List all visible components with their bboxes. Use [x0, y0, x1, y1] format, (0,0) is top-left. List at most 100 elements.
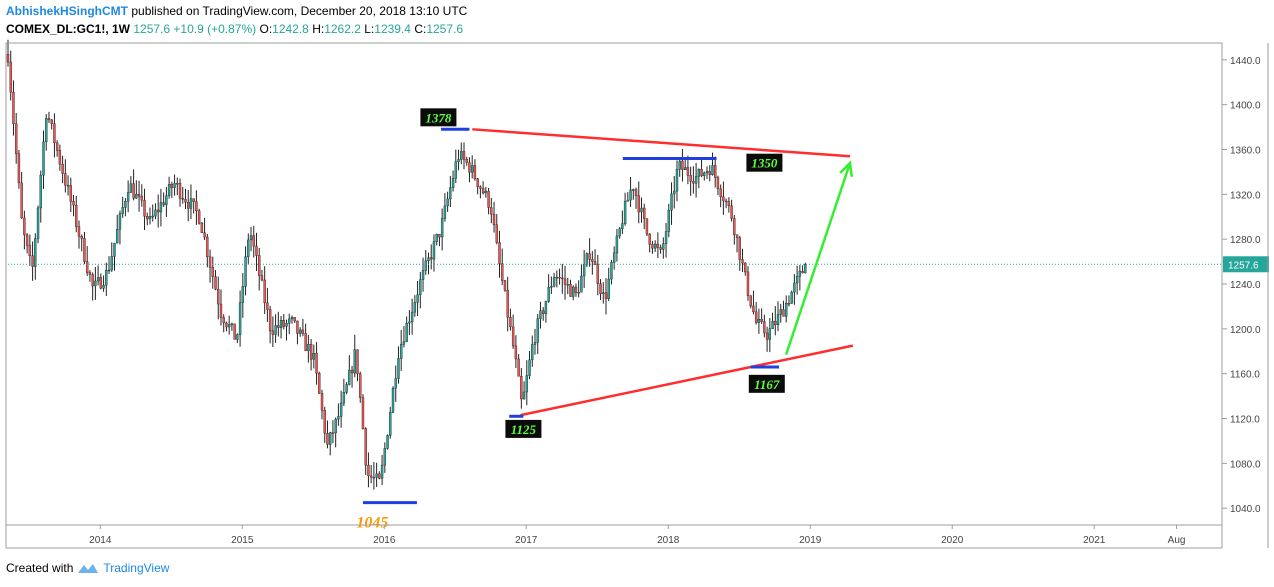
y-tick-label: 1240.0: [1230, 280, 1261, 291]
candle-body: [416, 294, 419, 303]
x-tick-label: 2016: [373, 535, 396, 546]
candle-body: [563, 278, 567, 285]
tradingview-brand[interactable]: TradingView: [103, 561, 170, 575]
candle-body: [39, 174, 42, 209]
candle-body: [255, 245, 258, 256]
candle-body: [662, 243, 665, 250]
candle-body: [236, 334, 239, 340]
candle-body: [197, 210, 201, 224]
candle-body: [271, 330, 275, 335]
candle-body: [394, 378, 397, 389]
symbol-label[interactable]: COMEX_DL:GC1!, 1W: [6, 22, 131, 36]
candle-body: [435, 234, 438, 242]
candle-body: [555, 276, 559, 279]
candle-body: [312, 352, 316, 360]
candle-body: [66, 185, 70, 187]
candle-body: [716, 177, 720, 190]
candle-body: [757, 319, 761, 323]
candle-body: [178, 183, 182, 199]
candle-body: [386, 435, 389, 449]
annotation-box: [505, 419, 542, 438]
candle-body: [752, 305, 755, 313]
candle-body: [378, 473, 381, 479]
candle-body: [703, 172, 706, 176]
candle-body: [58, 150, 62, 165]
candle-body: [288, 318, 291, 324]
x-tick-label: 2014: [89, 535, 112, 546]
candle-body: [348, 369, 351, 385]
candle-body: [473, 165, 477, 179]
candle-body: [64, 173, 67, 186]
candle-body: [331, 432, 335, 434]
candle-body: [9, 61, 12, 93]
candle-body: [208, 256, 212, 268]
author-link[interactable]: AbhishekHSinghCMT: [6, 4, 128, 18]
candle-body: [61, 163, 64, 174]
last-price-tag-label: 1257.6: [1228, 260, 1259, 271]
candle-body: [126, 192, 130, 202]
candle-body: [744, 262, 747, 273]
candle-body: [462, 151, 466, 160]
x-tick-label: 2020: [941, 535, 964, 546]
candle-body: [118, 213, 122, 230]
candle-body: [708, 171, 711, 176]
candle-body: [293, 317, 296, 322]
candle-body: [211, 266, 214, 277]
candle-body: [591, 259, 594, 262]
candle-body: [88, 272, 92, 275]
candle-body: [176, 183, 179, 185]
candle-body: [793, 282, 796, 293]
candle-body: [432, 241, 436, 260]
low-value: 1239.4: [374, 22, 411, 36]
candle-body: [651, 244, 654, 249]
x-tick-label: 2015: [231, 535, 254, 546]
candle-body: [446, 198, 449, 207]
candle-body: [498, 242, 501, 264]
candle-body: [285, 323, 288, 327]
candle-body: [632, 189, 635, 191]
candle-body: [495, 224, 498, 243]
chart-axes: 1040.0 1080.0 1120.0 1160.0 1200.0 1240.0 1280…: [5, 42, 1269, 549]
candle-body: [230, 323, 234, 326]
y-tick-label: 1200.0: [1230, 325, 1261, 336]
candle-body: [334, 418, 337, 434]
candle-body: [541, 310, 545, 314]
candle-body: [552, 277, 556, 287]
candle-body: [260, 275, 264, 281]
candle-body: [72, 201, 75, 206]
candle-body: [694, 176, 698, 184]
candle-body: [618, 228, 621, 237]
candle-body: [484, 190, 488, 194]
candle-body: [449, 187, 452, 200]
candle-body: [577, 292, 580, 294]
candle-body: [129, 183, 133, 193]
candle-body: [607, 278, 610, 299]
candle-body: [629, 189, 632, 201]
candle-body: [640, 207, 643, 213]
candles: [6, 39, 807, 490]
candle-body: [735, 234, 739, 238]
candle-body: [501, 263, 504, 281]
last-price-tag: [1223, 256, 1269, 273]
candle-body: [12, 91, 15, 124]
candle-body: [159, 202, 163, 213]
candle-body: [135, 194, 138, 199]
candle-body: [25, 234, 29, 246]
candle-body: [539, 310, 542, 319]
candle-body: [77, 226, 81, 237]
candle-body: [765, 332, 769, 340]
candle-body: [481, 188, 485, 194]
candle-body: [380, 464, 384, 479]
candle-body: [367, 464, 370, 477]
candle-body: [697, 169, 701, 177]
candle-body: [244, 256, 247, 287]
candle-body: [75, 204, 78, 227]
candle-body: [337, 416, 340, 420]
candle-body: [727, 201, 731, 207]
candle-body: [760, 319, 763, 322]
candle-body: [339, 402, 343, 417]
candle-body: [637, 195, 640, 213]
candle-body: [476, 178, 479, 188]
candle-body: [329, 432, 332, 445]
